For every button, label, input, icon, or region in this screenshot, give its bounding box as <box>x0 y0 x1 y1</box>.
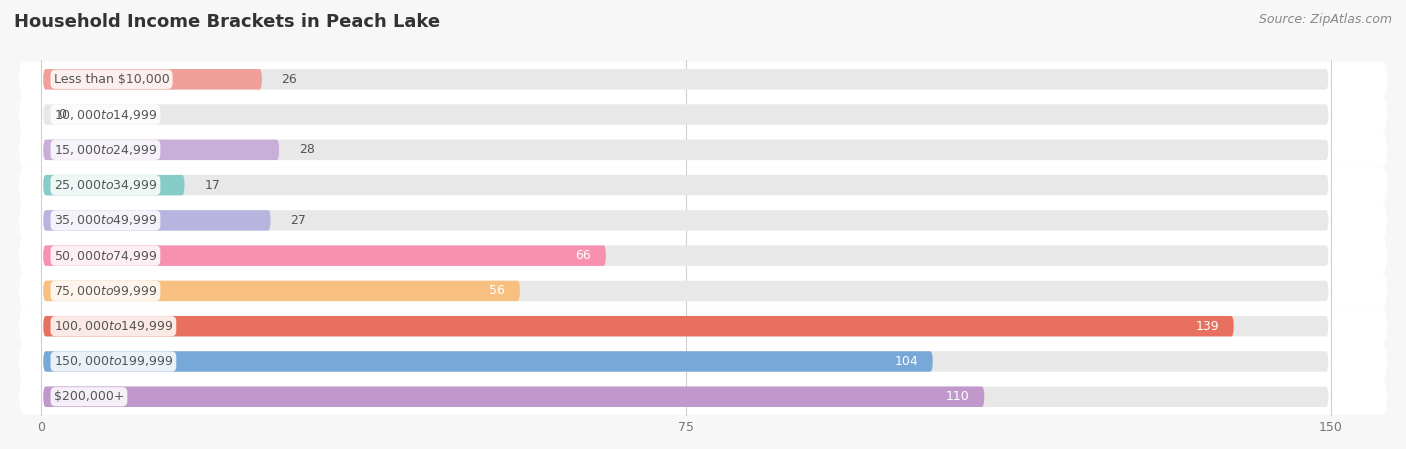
Text: $10,000 to $14,999: $10,000 to $14,999 <box>53 108 157 122</box>
Text: Source: ZipAtlas.com: Source: ZipAtlas.com <box>1258 13 1392 26</box>
Text: $200,000+: $200,000+ <box>53 390 124 403</box>
FancyBboxPatch shape <box>20 238 1386 273</box>
FancyBboxPatch shape <box>44 175 1329 195</box>
FancyBboxPatch shape <box>20 308 1386 344</box>
FancyBboxPatch shape <box>44 69 262 89</box>
FancyBboxPatch shape <box>44 210 270 231</box>
FancyBboxPatch shape <box>20 273 1386 308</box>
FancyBboxPatch shape <box>20 379 1386 414</box>
Text: 139: 139 <box>1195 320 1219 333</box>
FancyBboxPatch shape <box>44 316 1329 336</box>
Text: 0: 0 <box>58 108 66 121</box>
FancyBboxPatch shape <box>44 246 606 266</box>
FancyBboxPatch shape <box>20 344 1386 379</box>
Text: Household Income Brackets in Peach Lake: Household Income Brackets in Peach Lake <box>14 13 440 31</box>
FancyBboxPatch shape <box>20 167 1386 203</box>
FancyBboxPatch shape <box>44 69 1329 89</box>
Text: 28: 28 <box>299 143 315 156</box>
FancyBboxPatch shape <box>44 316 1233 336</box>
FancyBboxPatch shape <box>44 175 184 195</box>
Text: 110: 110 <box>946 390 970 403</box>
FancyBboxPatch shape <box>44 351 932 372</box>
Text: 17: 17 <box>204 179 221 192</box>
Text: $150,000 to $199,999: $150,000 to $199,999 <box>53 354 173 369</box>
Text: Less than $10,000: Less than $10,000 <box>53 73 170 86</box>
Text: 27: 27 <box>290 214 307 227</box>
Text: 66: 66 <box>575 249 591 262</box>
Text: $100,000 to $149,999: $100,000 to $149,999 <box>53 319 173 333</box>
FancyBboxPatch shape <box>44 281 520 301</box>
Text: $35,000 to $49,999: $35,000 to $49,999 <box>53 213 157 227</box>
FancyBboxPatch shape <box>44 140 280 160</box>
FancyBboxPatch shape <box>20 62 1386 97</box>
FancyBboxPatch shape <box>44 104 1329 125</box>
Text: $15,000 to $24,999: $15,000 to $24,999 <box>53 143 157 157</box>
FancyBboxPatch shape <box>44 351 1329 372</box>
FancyBboxPatch shape <box>20 97 1386 132</box>
FancyBboxPatch shape <box>20 132 1386 167</box>
FancyBboxPatch shape <box>20 203 1386 238</box>
FancyBboxPatch shape <box>44 281 1329 301</box>
FancyBboxPatch shape <box>44 140 1329 160</box>
Text: $50,000 to $74,999: $50,000 to $74,999 <box>53 249 157 263</box>
Text: 56: 56 <box>489 284 505 297</box>
FancyBboxPatch shape <box>44 387 1329 407</box>
Text: 104: 104 <box>894 355 918 368</box>
Text: 26: 26 <box>281 73 297 86</box>
FancyBboxPatch shape <box>44 387 984 407</box>
FancyBboxPatch shape <box>44 246 1329 266</box>
FancyBboxPatch shape <box>44 210 1329 231</box>
Text: $25,000 to $34,999: $25,000 to $34,999 <box>53 178 157 192</box>
Text: $75,000 to $99,999: $75,000 to $99,999 <box>53 284 157 298</box>
